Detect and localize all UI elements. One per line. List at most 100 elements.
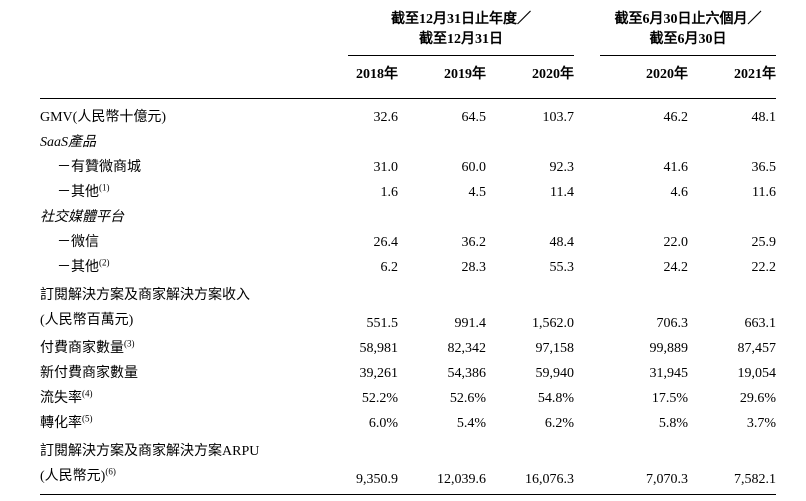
table-row-youzan-weimall: －有贊微商城 31.0 60.0 92.3 41.6 36.5 (40, 155, 776, 180)
group-gap (574, 386, 600, 411)
row-label: SaaS產品 (40, 135, 96, 150)
cell-value: 1,562.0 (532, 316, 575, 331)
cell-value: 97,158 (535, 341, 575, 356)
group-gap (574, 336, 600, 361)
cell-value (600, 130, 688, 155)
cell-value: 7,582.1 (688, 436, 777, 495)
table-row-conversion-rate: 轉化率(5) 6.0% 5.4% 6.2% 5.8% 3.7% (40, 411, 776, 436)
table-row-social-media-platforms: 社交媒體平台 (40, 205, 776, 230)
cell-value (688, 130, 776, 155)
column-group-row: 截至12月31日止年度／ 截至12月31日 截至6月30日止六個月／ 截至6月3… (40, 10, 777, 56)
cell-value: 36.2 (461, 235, 487, 250)
column-group-year-ended: 截至12月31日止年度／ 截至12月31日 (310, 10, 575, 56)
cell-value: 60.0 (461, 160, 487, 175)
cell-value: 46.2 (600, 98, 689, 130)
row-label: GMV(人民幣十億元) (40, 98, 310, 130)
cell-value: 29.6% (739, 391, 777, 406)
cell-value: 28.3 (461, 260, 487, 275)
cell-value (688, 205, 776, 230)
cell-value: 41.6 (663, 160, 689, 175)
year-header-2021-interim: 2021年 (734, 67, 777, 82)
cell-value: 16,076.3 (486, 436, 575, 495)
row-label: －其他(2) (57, 257, 110, 275)
column-group-six-months: 截至6月30日止六個月／ 截至6月30日 (600, 10, 777, 56)
cell-value: 9,350.9 (310, 436, 398, 495)
cell-value: 52.6% (449, 391, 486, 406)
header-label-spacer (40, 10, 310, 56)
cell-value: 11.6 (752, 185, 777, 200)
year-header-row: 2018年 2019年 2020年 2020年 2021年 (40, 56, 776, 99)
cell-value: 7,070.3 (600, 436, 689, 495)
cell-value: 87,457 (737, 341, 777, 356)
cell-value: 22.2 (751, 260, 777, 275)
row-label: 付費商家數量(3) (40, 338, 135, 356)
cell-value: 1.6 (380, 185, 399, 200)
row-label: 流失率(4) (40, 388, 93, 406)
table-row-new-paying-merchants: 新付費商家數量 39,261 54,386 59,940 31,945 19,0… (40, 361, 776, 386)
cell-value: 6.0% (368, 416, 398, 431)
cell-value: 26.4 (373, 235, 399, 250)
cell-value: 11.4 (550, 185, 575, 200)
footnote-marker: (4) (82, 388, 93, 399)
column-group-heading-line1: 截至6月30日止六個月／ (614, 12, 762, 27)
row-label: －其他(1) (57, 182, 110, 200)
cell-value: 4.6 (670, 185, 689, 200)
row-label: 訂閱解決方案及商家解決方案收入 (人民幣百萬元) (40, 280, 310, 336)
cell-value: 54,386 (447, 366, 487, 381)
cell-value: 54.8% (537, 391, 575, 406)
group-gap (574, 155, 600, 180)
group-gap (574, 180, 600, 205)
year-header-2020: 2020年 (532, 67, 575, 82)
cell-value: 64.5 (398, 98, 486, 130)
cell-value (486, 130, 574, 155)
table-row-others-2: －其他(2) 6.2 28.3 55.3 24.2 22.2 (40, 255, 776, 280)
footnote-marker: (2) (99, 257, 110, 268)
table-row-subscription-revenue: 訂閱解決方案及商家解決方案收入 (人民幣百萬元) 551.5 991.4 1,5… (40, 280, 776, 336)
group-gap (574, 280, 600, 336)
cell-value: 103.7 (486, 98, 575, 130)
cell-value: 31,945 (649, 366, 689, 381)
cell-value: 3.7% (746, 416, 777, 431)
table-row-arpu: 訂閱解決方案及商家解決方案ARPU (人民幣元)(6) 9,350.9 12,0… (40, 436, 777, 495)
group-gap (574, 255, 600, 280)
cell-value (398, 130, 486, 155)
row-label-line2: (人民幣百萬元) (40, 313, 134, 328)
group-gap (574, 436, 601, 495)
cell-value (486, 205, 574, 230)
cell-value: 36.5 (751, 160, 777, 175)
group-gap (574, 56, 600, 99)
cell-value: 59,940 (535, 366, 575, 381)
group-gap (574, 411, 600, 436)
year-header-2020-interim: 2020年 (646, 67, 689, 82)
group-gap (574, 98, 601, 130)
table-row-churn-rate: 流失率(4) 52.2% 52.6% 54.8% 17.5% 29.6% (40, 386, 776, 411)
cell-value: 48.4 (549, 235, 575, 250)
cell-value: 39,261 (359, 366, 399, 381)
year-header-2019: 2019年 (444, 67, 486, 82)
row-label: －有贊微商城 (57, 160, 141, 175)
cell-value: 4.5 (468, 185, 487, 200)
footnote-marker: (6) (105, 466, 116, 477)
cell-value: 55.3 (549, 260, 575, 275)
cell-value: 991.4 (454, 316, 487, 331)
cell-value: 6.2% (544, 416, 575, 431)
cell-value: 706.3 (656, 316, 689, 331)
cell-value: 17.5% (651, 391, 689, 406)
cell-value: 6.2 (380, 260, 399, 275)
cell-value: 48.1 (688, 98, 777, 130)
cell-value (398, 205, 486, 230)
row-label: 訂閱解決方案及商家解決方案ARPU (人民幣元)(6) (40, 436, 310, 495)
table-row-paying-merchants: 付費商家數量(3) 58,981 82,342 97,158 99,889 87… (40, 336, 776, 361)
cell-value: 82,342 (447, 341, 487, 356)
cell-value: 551.5 (366, 316, 399, 331)
cell-value: 31.0 (373, 160, 399, 175)
column-group-heading-line2: 截至12月31日 (419, 32, 503, 47)
row-label: 轉化率(5) (40, 413, 93, 431)
cell-value: 32.6 (310, 98, 398, 130)
group-gap (574, 230, 600, 255)
table-row-gmv: GMV(人民幣十億元) 32.6 64.5 103.7 46.2 48.1 (40, 98, 777, 130)
cell-value: 663.1 (744, 316, 777, 331)
row-label-line1: 訂閱解決方案及商家解決方案收入 (40, 288, 250, 303)
cell-value: 19,054 (737, 366, 777, 381)
